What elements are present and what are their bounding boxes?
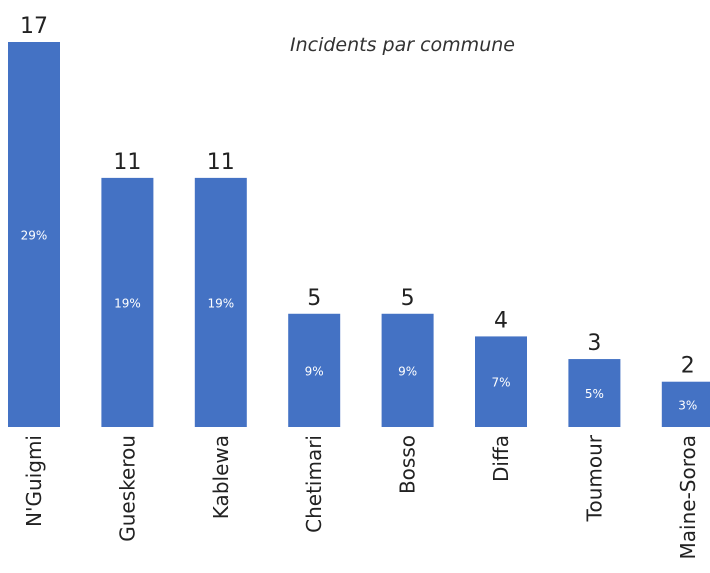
- bar-percent-label: 29%: [21, 229, 48, 243]
- bar: [101, 177, 154, 427]
- bar-value-label: 5: [307, 286, 321, 311]
- x-tick-label: Chetimari: [302, 435, 326, 533]
- bar: [194, 177, 247, 427]
- bar-value-label: 11: [207, 150, 235, 175]
- bar-percent-label: 3%: [678, 398, 697, 412]
- bar-value-label: 4: [494, 308, 508, 333]
- x-tick-label: Gueskerou: [115, 435, 139, 542]
- bar-value-label: 17: [20, 14, 48, 39]
- bar-value-label: 5: [401, 286, 415, 311]
- chart-title: Incidents par commune: [290, 34, 515, 56]
- x-tick-label: Bosso: [396, 435, 420, 494]
- bar-value-label: 11: [113, 150, 141, 175]
- bar-percent-label: 19%: [114, 296, 141, 310]
- bar-value-label: 3: [587, 331, 601, 356]
- bar-percent-label: 9%: [305, 364, 324, 378]
- bar-percent-label: 9%: [398, 364, 417, 378]
- bar: [475, 336, 527, 427]
- bar: [568, 359, 621, 427]
- bar-percent-label: 7%: [491, 376, 510, 390]
- x-tick-label: Maine-Soroa: [676, 435, 700, 559]
- bar: [381, 313, 434, 427]
- x-tick-label: Kablewa: [209, 435, 233, 519]
- bar-percent-label: 5%: [585, 387, 604, 401]
- bar-percent-label: 19%: [207, 296, 234, 310]
- bar-value-label: 2: [681, 354, 695, 379]
- x-tick-label: N'Guigmi: [22, 435, 46, 527]
- x-tick-label: Toumour: [582, 434, 606, 522]
- bar: [8, 42, 60, 427]
- bar: [661, 381, 710, 427]
- x-tick-label: Diffa: [489, 435, 513, 482]
- bar: [288, 313, 341, 427]
